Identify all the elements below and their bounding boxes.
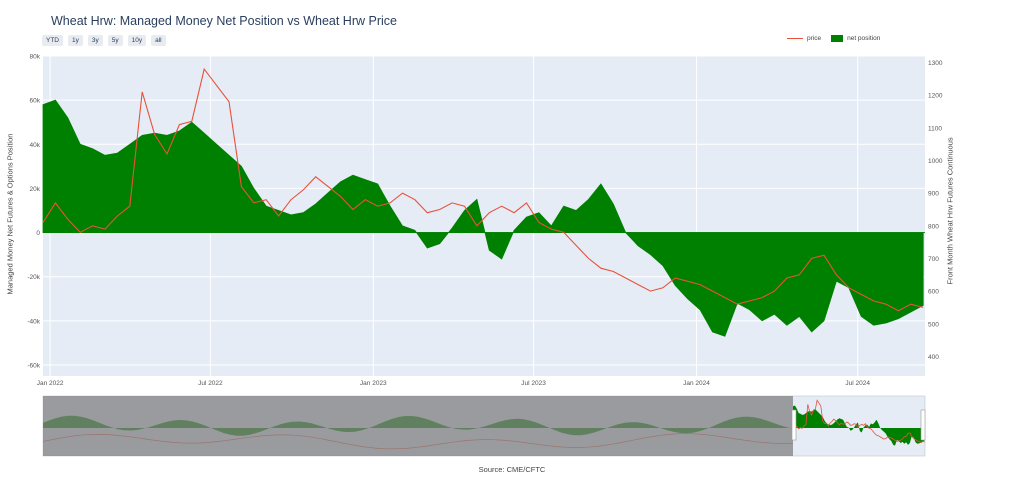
net-position-area	[42, 99, 924, 337]
y2-tick-label: 400	[928, 354, 939, 361]
x-tick-label: Jan 2024	[683, 380, 710, 387]
y2-tick-label: 1000	[928, 158, 943, 165]
range-button-1y[interactable]: 1y	[68, 35, 83, 46]
range-button-5y[interactable]: 5y	[107, 35, 123, 46]
range-slider-mask	[43, 396, 793, 456]
y-tick-label: 60k	[30, 98, 41, 105]
price-layer	[42, 67, 924, 312]
legend-label-net-position: net position	[847, 35, 881, 42]
y-axis-right: 1300 1200 1100 1000 900 800 700 600 500 400	[928, 60, 943, 361]
range-button-all[interactable]: all	[151, 35, 166, 46]
y2-tick-label: 600	[928, 289, 939, 296]
legend-item-price[interactable]: price	[787, 35, 821, 42]
price-line-swatch	[787, 38, 803, 39]
x-axis: Jan 2022 Jul 2022 Jan 2023 Jul 2023 Jan 2024…	[37, 380, 871, 387]
chart-title: Wheat Hrw: Managed Money Net Position vs…	[51, 14, 397, 28]
y2-tick-label: 800	[928, 223, 939, 230]
x-tick-label: Jul 2024	[845, 380, 870, 387]
x-tick-label: Jul 2023	[521, 380, 546, 387]
range-slider[interactable]	[42, 395, 926, 457]
x-tick-label: Jul 2022	[198, 380, 223, 387]
range-button-ytd[interactable]: YTD	[42, 35, 63, 46]
legend-item-net-position[interactable]: net position	[831, 35, 880, 42]
range-slider-net-area	[793, 405, 925, 446]
y2-tick-label: 700	[928, 256, 939, 263]
y2-tick-label: 1100	[928, 125, 942, 132]
range-slider-handle-left[interactable]	[791, 409, 797, 441]
range-slider-handle-right[interactable]	[920, 409, 926, 441]
y-tick-label: 0	[36, 230, 40, 237]
range-button-10y[interactable]: 10y	[127, 35, 147, 46]
y-tick-label: 20k	[30, 186, 41, 193]
range-button-3y[interactable]: 3y	[87, 35, 103, 46]
range-button-group: YTD 1y 3y 5y 10y all	[42, 35, 166, 46]
y-tick-label: -20k	[27, 274, 40, 281]
legend-label-price: price	[807, 35, 822, 42]
y2-tick-label: 500	[928, 321, 939, 328]
net-position-swatch	[831, 35, 844, 42]
y2-tick-label: 1300	[928, 60, 943, 67]
y-tick-label: -60k	[27, 362, 40, 369]
price-line	[42, 67, 924, 312]
x-tick-label: Jan 2023	[360, 380, 387, 387]
legend: price net position	[787, 35, 880, 42]
grid	[43, 55, 925, 376]
y-tick-label: -40k	[27, 318, 40, 325]
range-slider-price-line	[792, 399, 925, 444]
y2-tick-label: 900	[928, 191, 939, 198]
y-tick-label: 80k	[30, 54, 41, 61]
source-note: Source: CME/CFTC	[478, 465, 546, 474]
y-axis-left: 80k 60k 40k 20k 0 -20k -40k -60k	[27, 54, 40, 370]
y2-tick-label: 1200	[928, 93, 943, 100]
y-tick-label: 40k	[30, 142, 41, 149]
net-position-layer	[42, 99, 925, 337]
x-tick-label: Jan 2022	[37, 380, 64, 387]
